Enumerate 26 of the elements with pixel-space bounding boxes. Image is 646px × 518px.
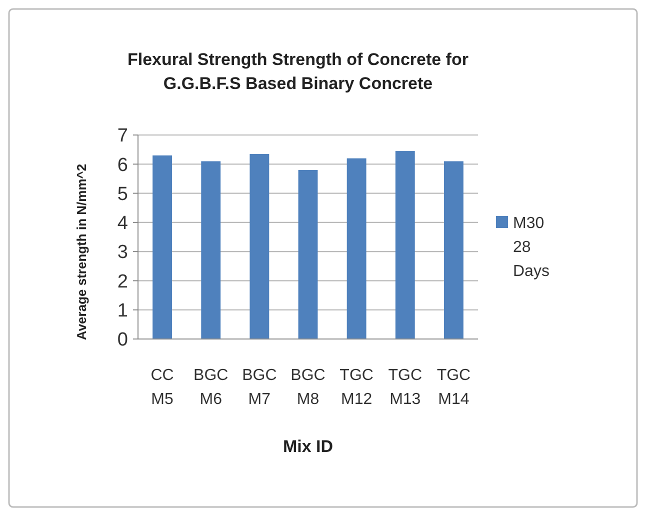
bar xyxy=(346,158,366,339)
y-tick-label: 7 xyxy=(117,126,128,147)
y-tick-label: 1 xyxy=(117,300,128,322)
x-tick-label: TGC M12 xyxy=(340,367,374,408)
x-tick-label: BGC M6 xyxy=(194,367,228,408)
y-axis-title: Average strength in N/mm^2 xyxy=(74,164,89,340)
y-tick-label: 3 xyxy=(117,242,128,264)
bar xyxy=(298,170,318,339)
x-tick-label: CC M5 xyxy=(150,367,174,408)
bar xyxy=(201,161,221,339)
y-tick-label: 4 xyxy=(117,213,128,234)
y-tick-label: 2 xyxy=(117,271,128,292)
x-tick-label: BGC M7 xyxy=(242,367,277,408)
bar xyxy=(152,155,172,339)
y-tick-label: 5 xyxy=(117,184,128,205)
y-tick-label: 6 xyxy=(117,154,128,176)
x-axis-title: Mix ID xyxy=(282,437,334,456)
bar xyxy=(444,161,464,339)
bar xyxy=(250,154,270,339)
y-tick-label: 0 xyxy=(117,330,128,351)
legend-label: M30 28 Days xyxy=(513,215,550,280)
x-tick-label: TGC M13 xyxy=(388,367,422,408)
chart-title: Flexural Strength Strength of Concrete for G.G.B.F.S Based Binary Concrete xyxy=(128,50,469,93)
bar xyxy=(395,151,415,339)
x-tick-label: BGC M8 xyxy=(290,367,326,408)
x-tick-label: TGC M14 xyxy=(436,367,471,408)
